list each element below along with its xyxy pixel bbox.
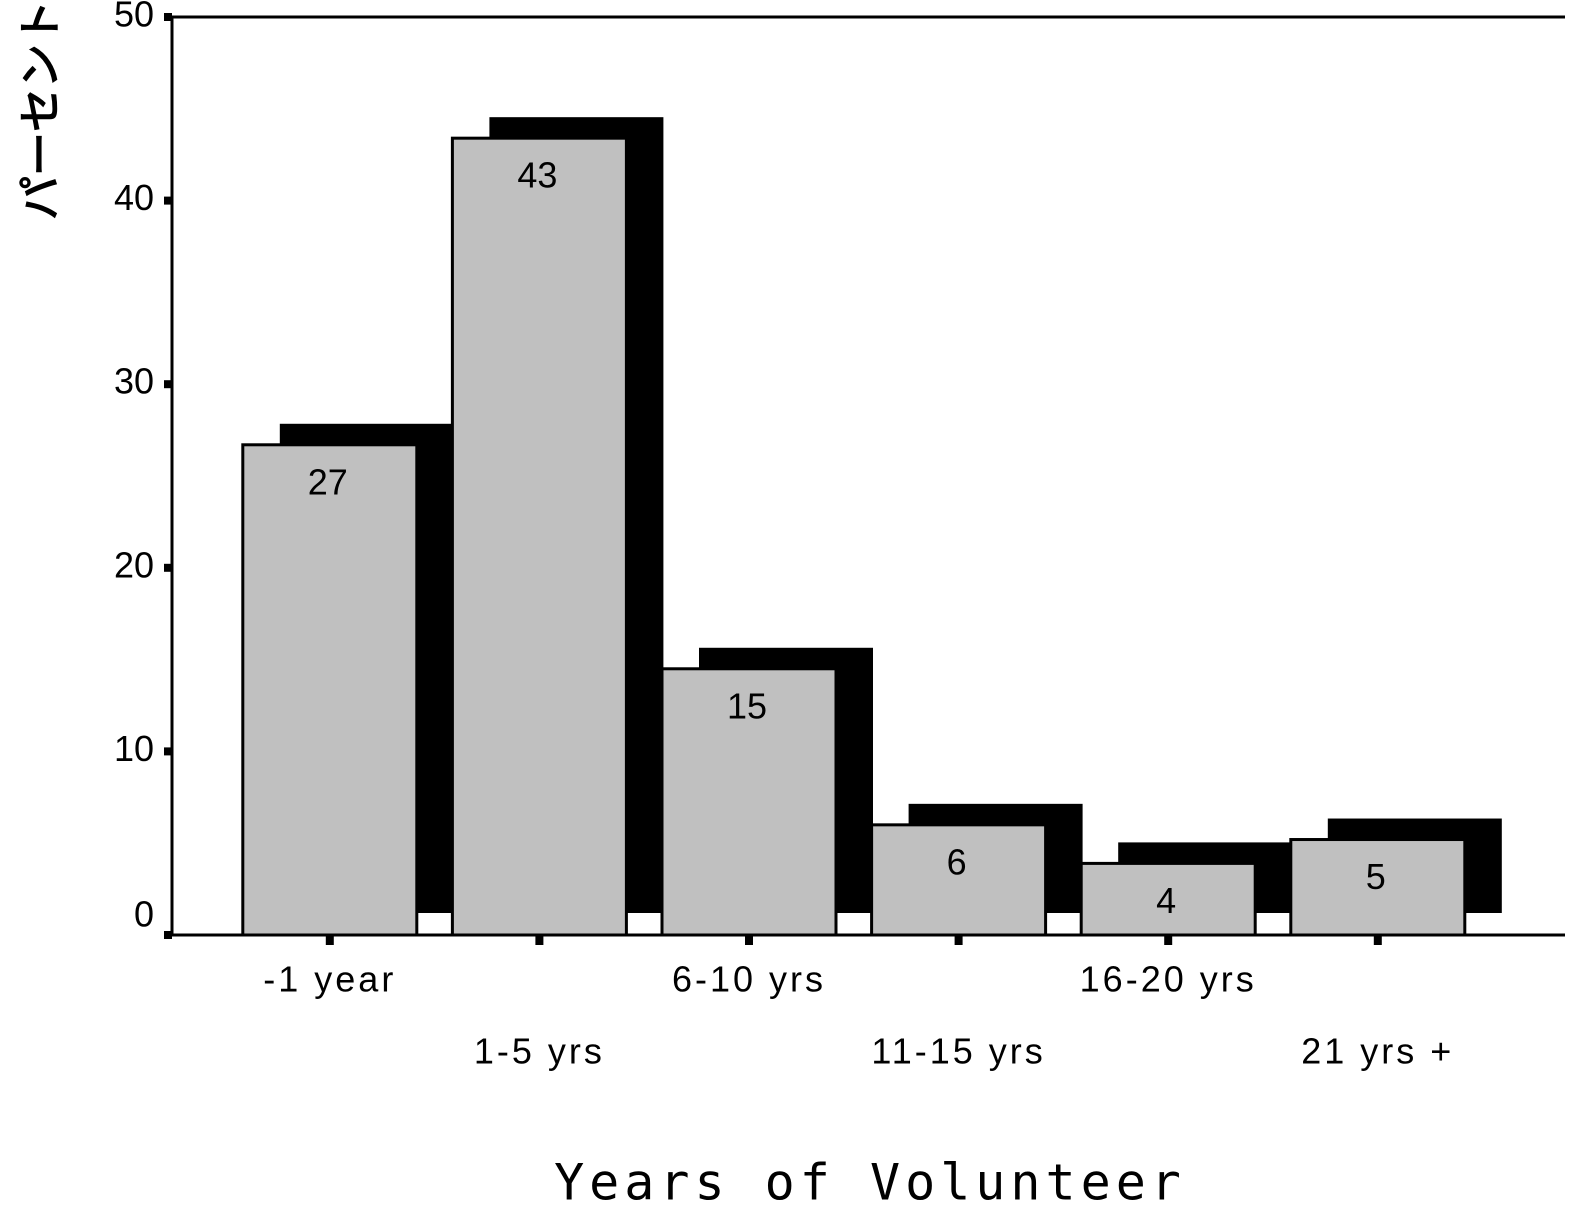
data-label: 5 [1366,856,1386,897]
y-axis-label: パーセント [17,0,66,220]
data-label: 4 [1156,880,1176,921]
data-label: 6 [947,841,967,882]
y-tick-label: 20 [114,544,154,585]
x-tick-label: 1-5 yrs [474,1031,605,1072]
x-tick-label: 11-15 yrs [871,1031,1045,1072]
x-tick-label: -1 year [263,959,396,1000]
bar [1079,861,1257,937]
x-axis-label: Years of Volunteer [554,1154,1186,1212]
y-tick-label: 50 [114,0,154,35]
bar [1289,838,1467,937]
data-label: 43 [517,155,557,196]
x-tick-label: 6-10 yrs [672,959,826,1000]
x-tick-label: 16-20 yrs [1080,959,1257,1000]
data-label: 27 [308,461,348,502]
y-tick-label: 30 [114,361,154,402]
y-tick-label: 10 [114,728,154,769]
bar [450,136,628,937]
data-label: 15 [727,685,767,726]
bar [870,823,1048,937]
y-tick-label: 0 [134,894,154,935]
x-tick-label: 21 yrs + [1301,1031,1454,1072]
bar [241,443,419,937]
bar [660,667,838,937]
y-tick-label: 40 [114,177,154,218]
